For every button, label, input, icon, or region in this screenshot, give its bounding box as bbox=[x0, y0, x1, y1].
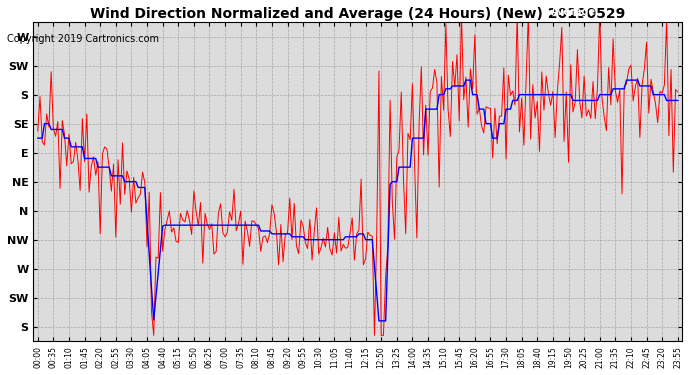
Text: Direction: Direction bbox=[624, 7, 675, 17]
Text: Average: Average bbox=[551, 7, 596, 17]
Title: Wind Direction Normalized and Average (24 Hours) (New) 20190529: Wind Direction Normalized and Average (2… bbox=[90, 7, 625, 21]
Text: Copyright 2019 Cartronics.com: Copyright 2019 Cartronics.com bbox=[7, 34, 159, 44]
